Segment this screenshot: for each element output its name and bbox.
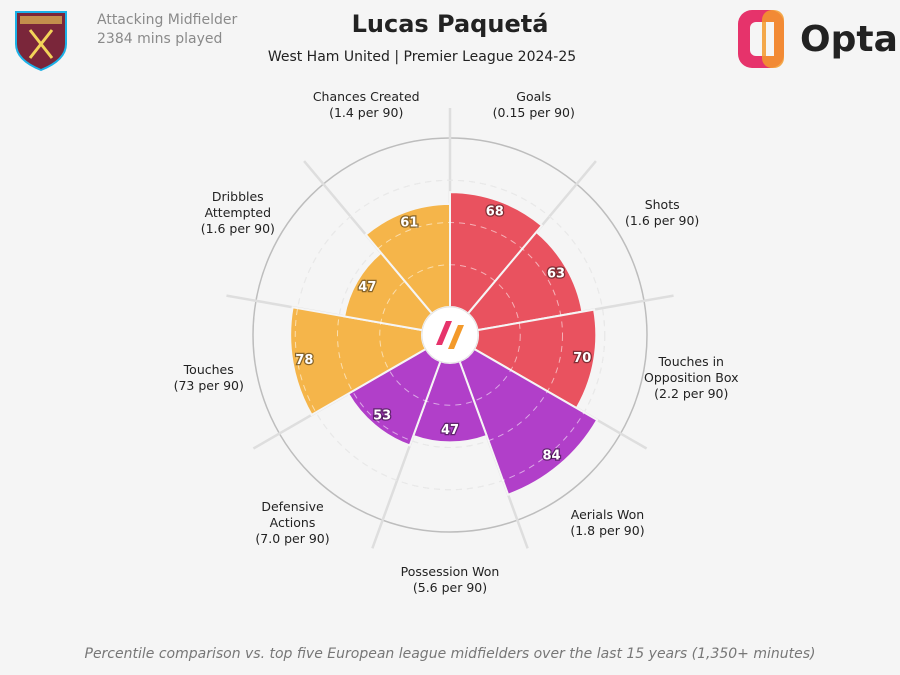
per90-value: (0.15 per 90) <box>492 104 575 120</box>
brand-name: Opta <box>800 19 898 60</box>
category-label: Touches (73 per 90) <box>124 362 294 394</box>
per90-value: (7.0 per 90) <box>255 530 330 546</box>
value-label: 61 <box>400 216 418 231</box>
category-name: Shots <box>644 196 680 212</box>
brand-logo <box>738 10 784 68</box>
chart-title: Lucas Paquetá <box>352 10 549 38</box>
per90-value: (1.6 per 90) <box>625 212 700 228</box>
footnote: Percentile comparison vs. top five Europ… <box>85 646 816 662</box>
value-label: 68 <box>486 204 504 219</box>
hub-mark <box>436 321 452 345</box>
value-label: 78 <box>295 353 313 368</box>
category-name: Possession Won <box>400 564 500 579</box>
category-name: Touches in Opposition Box <box>644 353 739 385</box>
category-name: Aerials Won <box>570 506 645 522</box>
minutes: 2384 mins played <box>97 31 223 47</box>
grid-ring <box>294 179 606 491</box>
category-label: Possession Won (5.6 per 90) <box>365 564 535 596</box>
category-name: Defensive Actions <box>261 498 324 530</box>
hub-mark <box>448 325 464 349</box>
category-label: Shots (1.6 per 90) <box>577 197 747 229</box>
value-label: 63 <box>547 266 565 281</box>
chart-subtitle: West Ham United | Premier League 2024-25 <box>268 49 576 65</box>
per90-value: (5.6 per 90) <box>412 580 488 595</box>
category-label: Touches in Opposition Box (2.2 per 90) <box>636 354 746 402</box>
hub <box>421 306 479 364</box>
category-label: Goals (0.15 per 90) <box>449 89 619 121</box>
category-label: Aerials Won (1.8 per 90) <box>522 507 692 539</box>
category-name: Touches <box>183 361 234 377</box>
club-badge <box>15 11 67 72</box>
per90-value: (2.2 per 90) <box>654 385 729 401</box>
category-label: Chances Created (1.4 per 90) <box>281 89 451 121</box>
category-name: Dribbles Attempted <box>204 188 272 220</box>
value-label: 53 <box>373 408 391 423</box>
position: Attacking Midfielder <box>97 12 238 28</box>
value-label: 47 <box>441 423 459 438</box>
per90-value: (1.8 per 90) <box>570 522 645 538</box>
grid-ring <box>337 222 563 448</box>
value-label: 70 <box>573 351 591 366</box>
value-label: 47 <box>358 280 376 295</box>
value-label: 84 <box>542 449 560 464</box>
category-label: Defensive Actions (7.0 per 90) <box>253 499 333 547</box>
per90-value: (1.6 per 90) <box>200 220 275 236</box>
grid-ring <box>379 264 521 406</box>
per90-value: (1.4 per 90) <box>329 104 404 120</box>
category-name: Goals <box>516 88 552 104</box>
per90-value: (73 per 90) <box>173 377 244 393</box>
hub-icon <box>436 321 464 349</box>
category-label: Dribbles Attempted (1.6 per 90) <box>198 189 278 237</box>
category-name: Chances Created <box>312 88 420 104</box>
